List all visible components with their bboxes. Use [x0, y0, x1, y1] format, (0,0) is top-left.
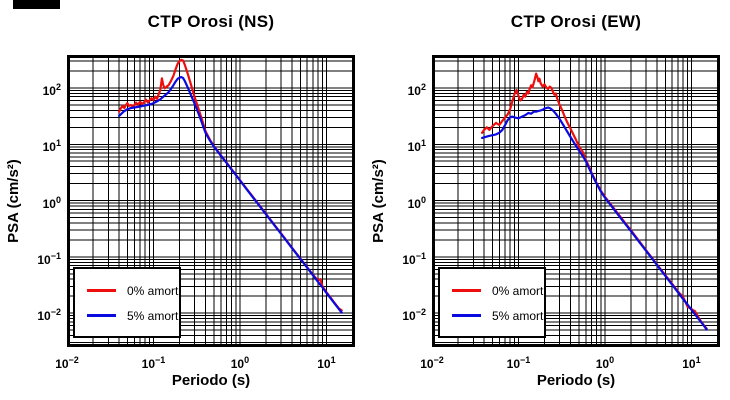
- y-tick-label: 101: [42, 138, 61, 155]
- legend-label-5pct: 5% amort.: [492, 308, 547, 323]
- x-tick-label: 100: [595, 355, 615, 371]
- series-line-5pct: [118, 76, 343, 314]
- x-tick-label: 100: [230, 355, 250, 371]
- legend-item-0pct: 0% amort.: [75, 278, 182, 303]
- x-axis-label-ns: Periodo (s): [171, 372, 251, 389]
- plot-area-ew: 0% amort. 5% amort.: [432, 55, 720, 347]
- legend-swatch-blue-line: [87, 314, 116, 317]
- y-tick-label: 100: [407, 194, 426, 211]
- y-tick-label: 102: [42, 82, 61, 98]
- x-tick-label: 10−1: [506, 355, 531, 371]
- y-tick-label: 10−2: [37, 307, 61, 324]
- x-tick-label: 10−1: [141, 355, 166, 371]
- legend-swatch-red-line: [452, 289, 481, 292]
- x-tick-label: 10−2: [55, 355, 79, 371]
- legend-label-0pct: 0% amort.: [492, 283, 547, 298]
- legend-swatch-red-line: [87, 289, 116, 292]
- plot-frame: [432, 55, 720, 347]
- corner-artifact-mark: [13, 0, 60, 9]
- legend-ns: 0% amort. 5% amort.: [73, 267, 182, 338]
- y-tick-label: 101: [407, 138, 426, 155]
- y-tick-label: 10−1: [37, 250, 61, 267]
- series-line-5pct: [481, 106, 708, 331]
- legend-item-5pct: 5% amort.: [440, 303, 547, 328]
- legend-label-5pct: 5% amort.: [127, 308, 182, 323]
- legend-ew: 0% amort. 5% amort.: [438, 267, 547, 338]
- legend-label-0pct: 0% amort.: [127, 283, 182, 298]
- x-tick-label: 101: [317, 355, 336, 371]
- legend-item-0pct: 0% amort.: [440, 278, 547, 303]
- legend-item-5pct: 5% amort.: [75, 303, 182, 328]
- plot-svg-ns: [67, 55, 355, 347]
- x-tick-label: 101: [682, 355, 701, 371]
- legend-swatch-blue-line: [452, 314, 481, 317]
- y-tick-label: 100: [42, 194, 61, 211]
- y-tick-label: 102: [407, 82, 426, 98]
- y-tick-label: 10−1: [402, 250, 426, 267]
- plot-svg-ew: [432, 55, 720, 347]
- x-axis-label-ew: Periodo (s): [536, 372, 616, 389]
- x-tick-label: 10−2: [420, 355, 444, 371]
- y-tick-label: 10−2: [402, 307, 426, 324]
- plot-area-ns: 0% amort. 5% amort.: [67, 55, 355, 347]
- plot-frame: [67, 55, 355, 347]
- chart-title-ew: CTP Orosi (EW): [510, 12, 642, 31]
- chart-title-ns: CTP Orosi (NS): [147, 12, 275, 31]
